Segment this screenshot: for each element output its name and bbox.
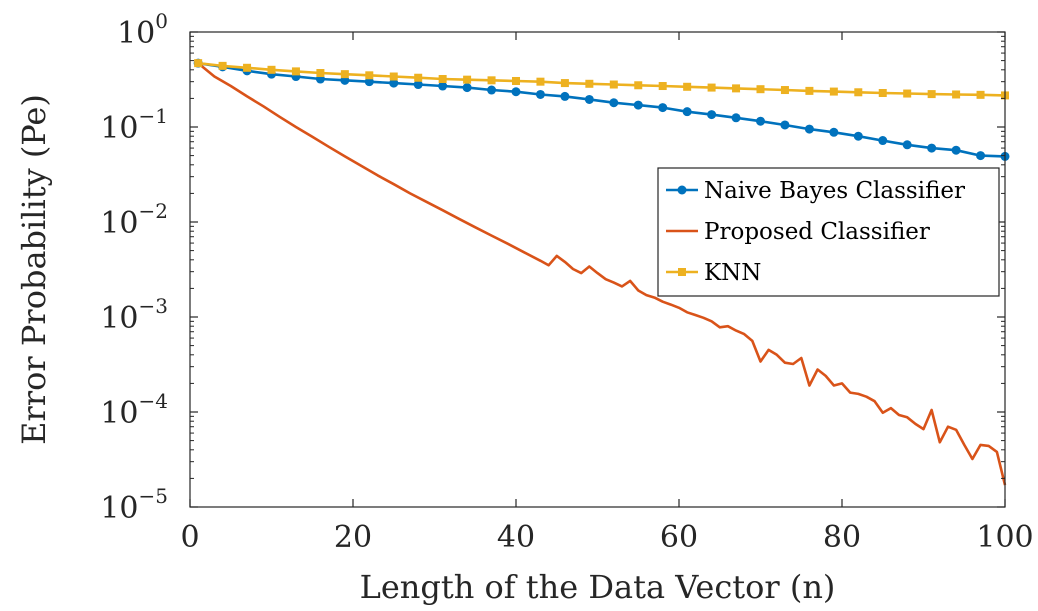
data-point-knn: [316, 69, 325, 78]
data-point-naive-bayes-classifier: [927, 143, 937, 153]
y-tick-exponent: −2: [139, 199, 168, 223]
series-line-naive-bayes-classifier: [198, 61, 1006, 158]
data-point-knn: [878, 88, 887, 97]
y-tick-label: 10−3: [100, 294, 168, 336]
data-point-knn: [658, 82, 667, 91]
series-line-proposed-classifier: [197, 62, 1007, 486]
series-layer: [193, 58, 1010, 486]
legend-label-knn: KNN: [704, 260, 761, 286]
data-point-knn: [438, 75, 447, 84]
legend-marker-naive-bayes-classifier: [677, 185, 687, 195]
y-tick-exponent: −4: [139, 389, 168, 413]
data-point-naive-bayes-classifier: [609, 98, 619, 108]
data-point-naive-bayes-classifier: [878, 136, 888, 146]
legend-label-proposed-classifier: Proposed Classifier: [704, 219, 930, 245]
plot-frame: [189, 31, 1006, 508]
data-point-naive-bayes-classifier: [731, 113, 741, 123]
y-tick-label: 10−4: [100, 389, 168, 431]
x-tick-label: 0: [180, 520, 199, 555]
data-point-naive-bayes-classifier: [535, 89, 545, 99]
legend-marker-knn: [678, 268, 686, 276]
data-point-knn: [634, 81, 643, 90]
series-line-knn: [198, 61, 1006, 97]
data-point-knn: [463, 75, 472, 84]
y-tick-label: 100: [117, 9, 168, 51]
data-point-naive-bayes-classifier: [584, 94, 594, 104]
x-tick-label: 40: [497, 520, 535, 555]
x-tick-label: 60: [660, 520, 698, 555]
y-tick-base: 10: [117, 16, 155, 51]
data-point-knn: [927, 90, 936, 99]
data-point-knn: [536, 77, 545, 86]
legend: Naive Bayes Classifier Proposed Classifie…: [657, 167, 1000, 297]
y-tick-base: 10: [100, 491, 138, 526]
data-point-naive-bayes-classifier: [682, 107, 692, 117]
y-tick-exponent: −1: [139, 104, 168, 128]
data-point-knn: [732, 84, 741, 93]
legend-box: [657, 167, 1000, 297]
data-point-naive-bayes-classifier: [902, 140, 912, 150]
data-point-knn: [854, 88, 863, 97]
data-point-naive-bayes-classifier: [511, 87, 521, 97]
data-point-knn: [267, 65, 276, 74]
data-point-naive-bayes-classifier: [633, 100, 643, 110]
data-point-naive-bayes-classifier: [707, 110, 717, 120]
y-tick-base: 10: [100, 301, 138, 336]
data-point-knn: [952, 90, 961, 99]
data-point-knn: [585, 79, 594, 88]
data-point-naive-bayes-classifier: [804, 124, 814, 134]
data-point-knn: [756, 85, 765, 94]
data-point-knn: [291, 67, 300, 76]
data-point-knn: [609, 80, 618, 89]
y-tick-exponent: 0: [155, 9, 168, 33]
x-tick-label: 80: [823, 520, 861, 555]
y-tick-label: 10−1: [100, 104, 168, 146]
data-point-knn: [512, 76, 520, 85]
y-tick-exponent: −5: [139, 484, 168, 508]
data-point-naive-bayes-classifier: [853, 131, 863, 141]
data-point-knn: [194, 59, 203, 68]
y-tick-base: 10: [100, 206, 138, 241]
data-point-knn: [414, 73, 423, 82]
data-point-knn: [805, 86, 814, 95]
data-point-knn: [707, 83, 716, 92]
data-point-knn: [976, 90, 985, 99]
data-point-naive-bayes-classifier: [487, 85, 497, 95]
y-tick-base: 10: [100, 396, 138, 431]
data-point-naive-bayes-classifier: [951, 145, 961, 155]
data-point-knn: [829, 87, 838, 96]
data-point-naive-bayes-classifier: [780, 120, 790, 130]
x-axis-label: Length of the Data Vector (n): [360, 568, 836, 606]
data-point-naive-bayes-classifier: [658, 103, 668, 113]
y-tick-label: 10−2: [100, 199, 168, 241]
data-point-knn: [780, 86, 789, 95]
data-point-naive-bayes-classifier: [462, 83, 472, 93]
data-point-knn: [340, 70, 349, 79]
data-point-naive-bayes-classifier: [976, 151, 986, 161]
data-point-knn: [389, 72, 398, 81]
y-tick-exponent: −3: [139, 294, 168, 318]
data-point-naive-bayes-classifier: [413, 80, 423, 90]
data-point-knn: [365, 71, 374, 80]
data-point-knn: [218, 61, 227, 70]
data-point-knn: [683, 82, 692, 91]
x-tick-label: 100: [976, 520, 1033, 555]
data-point-naive-bayes-classifier: [829, 127, 839, 137]
data-point-naive-bayes-classifier: [364, 77, 374, 87]
y-tick-label: 10−5: [100, 484, 168, 526]
data-point-knn: [243, 63, 252, 72]
data-point-naive-bayes-classifier: [756, 116, 765, 126]
data-point-knn: [560, 79, 569, 88]
data-point-naive-bayes-classifier: [560, 91, 570, 101]
legend-label-naive-bayes-classifier: Naive Bayes Classifier: [704, 178, 965, 204]
data-point-knn: [487, 76, 496, 85]
data-point-naive-bayes-classifier: [438, 81, 448, 91]
data-point-knn: [903, 89, 912, 98]
y-tick-base: 10: [100, 111, 138, 146]
x-tick-label: 20: [334, 520, 372, 555]
data-point-naive-bayes-classifier: [389, 78, 399, 88]
y-axis-label: Error Probability (Pe): [15, 94, 53, 445]
